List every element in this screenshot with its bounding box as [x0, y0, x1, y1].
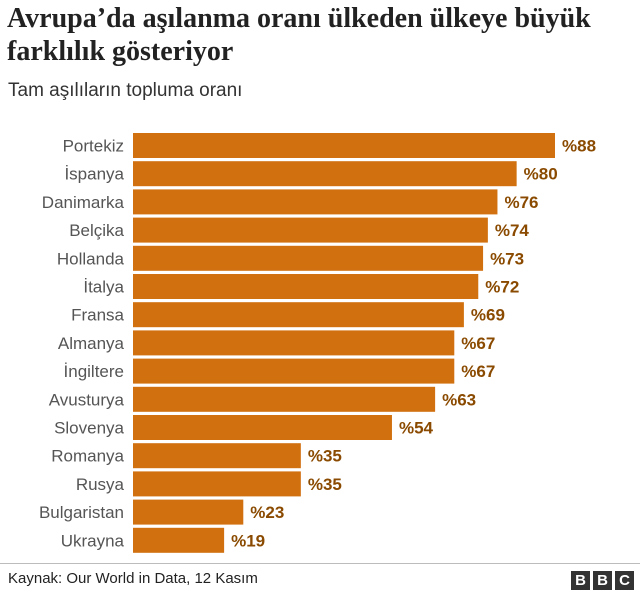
bar-4 — [133, 245, 484, 271]
bar-14 — [133, 527, 225, 553]
category-label: Slovenya — [54, 419, 124, 438]
category-label: Ukrayna — [61, 531, 125, 550]
value-label: %74 — [495, 221, 530, 240]
bbc-logo-letter: B — [571, 571, 590, 590]
category-label: İngiltere — [64, 362, 124, 381]
bar-chart: Portekiz %88 İspanya %80 Danimarka %76 Belçika… — [39, 133, 596, 553]
category-label: Danimarka — [42, 193, 125, 212]
bar-11 — [133, 443, 301, 469]
category-label: Fransa — [71, 306, 124, 325]
value-label: %88 — [562, 137, 596, 156]
bar-2 — [133, 189, 498, 215]
bbc-logo-letter: C — [615, 571, 634, 590]
category-label: Almanya — [58, 334, 125, 353]
value-label: %73 — [490, 249, 524, 268]
bar-6 — [133, 302, 464, 328]
bar-0 — [133, 133, 555, 158]
bar-8 — [133, 358, 455, 384]
value-label: %35 — [308, 475, 342, 494]
category-label: Belçika — [69, 221, 124, 240]
value-label: %72 — [485, 278, 519, 297]
bar-10 — [133, 415, 392, 440]
category-label: Romanya — [51, 447, 124, 466]
category-label: Hollanda — [57, 249, 125, 268]
bar-3 — [133, 217, 488, 243]
value-label: %67 — [461, 362, 495, 381]
value-label: %54 — [399, 419, 434, 438]
bar-9 — [133, 386, 436, 412]
category-label: İtalya — [83, 278, 124, 297]
bbc-logo: B B C — [571, 571, 634, 590]
bbc-logo-letter: B — [593, 571, 612, 590]
bar-7 — [133, 330, 455, 356]
category-label: Rusya — [76, 475, 125, 494]
category-label: İspanya — [64, 165, 124, 184]
value-label: %63 — [442, 390, 476, 409]
bar-5 — [133, 274, 479, 299]
value-label: %23 — [250, 503, 284, 522]
source-divider — [0, 563, 640, 564]
bar-12 — [133, 471, 301, 497]
value-label: %67 — [461, 334, 495, 353]
bar-13 — [133, 499, 244, 525]
category-label: Bulgaristan — [39, 503, 124, 522]
category-label: Portekiz — [63, 137, 124, 156]
category-label: Avusturya — [49, 390, 125, 409]
value-label: %69 — [471, 306, 505, 325]
value-label: %19 — [231, 531, 265, 550]
bar-1 — [133, 161, 517, 187]
source-note: Kaynak: Our World in Data, 12 Kasım — [8, 570, 258, 587]
chart-subtitle: Tam aşılıların topluma oranı — [8, 80, 243, 101]
value-label: %76 — [504, 193, 538, 212]
chart-title: Avrupa’da aşılanma oranı ülkeden ülkeye … — [7, 3, 591, 67]
value-label: %80 — [524, 165, 558, 184]
value-label: %35 — [308, 447, 342, 466]
